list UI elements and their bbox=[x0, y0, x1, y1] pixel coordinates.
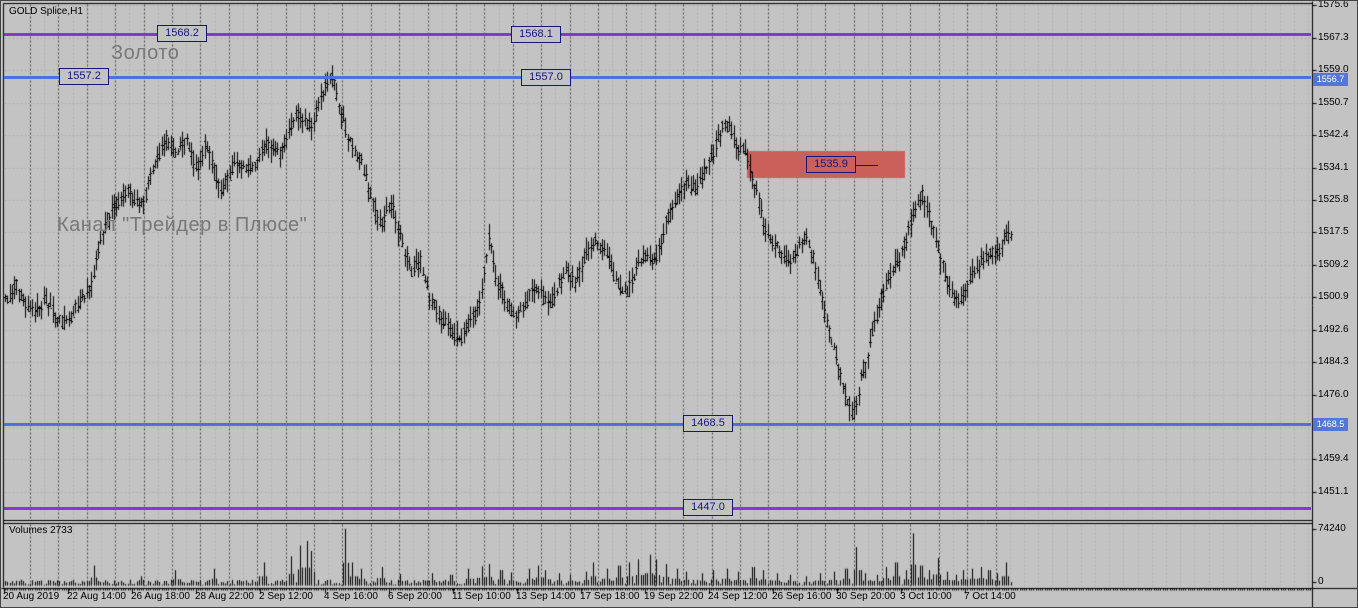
hline-label-1557-2[interactable]: 1557.2 bbox=[59, 68, 109, 85]
price-tick-label: 1459.4 bbox=[1318, 453, 1349, 464]
price-tick-label: 1500.9 bbox=[1318, 291, 1349, 302]
zone-label-1535-9[interactable]: 1535.9 bbox=[806, 156, 856, 173]
zone-label-connector bbox=[856, 165, 878, 166]
hline-resistance-top[interactable] bbox=[4, 33, 1311, 36]
price-tick-label: 1451.1 bbox=[1318, 486, 1349, 497]
time-tick-label: 24 Sep 12:00 bbox=[708, 591, 768, 602]
hline-label-1447-0[interactable]: 1447.0 bbox=[683, 499, 733, 516]
time-tick-label: 7 Oct 14:00 bbox=[964, 591, 1016, 602]
price-tick-label: 1575.6 bbox=[1318, 0, 1349, 10]
hline-support[interactable] bbox=[4, 423, 1311, 426]
support-price-tag: 1468.5 bbox=[1313, 418, 1348, 431]
time-tick-label: 19 Sep 22:00 bbox=[644, 591, 704, 602]
time-tick-label: 6 Sep 20:00 bbox=[388, 591, 442, 602]
price-axis[interactable]: 1575.6 1567.3 1559.0 1550.7 1542.4 1534.1 1525… bbox=[1312, 0, 1357, 607]
time-tick-label: 11 Sep 10:00 bbox=[452, 591, 511, 602]
price-tick-label: 1542.4 bbox=[1318, 129, 1349, 140]
annotation-gold-title[interactable]: Золото bbox=[111, 42, 180, 64]
price-tick-label: 1559.0 bbox=[1318, 64, 1349, 75]
price-tick-label: 1550.7 bbox=[1318, 97, 1349, 108]
hline-label-1568-1[interactable]: 1568.1 bbox=[511, 26, 561, 43]
hline-support-low[interactable] bbox=[4, 507, 1311, 510]
time-tick-label: 3 Oct 10:00 bbox=[900, 591, 952, 602]
price-tick-label: 1525.8 bbox=[1318, 194, 1349, 205]
price-tick-label: 1517.5 bbox=[1318, 226, 1349, 237]
volume-tick-label: 0 bbox=[1318, 576, 1324, 587]
price-tick-label: 1476.0 bbox=[1318, 389, 1349, 400]
time-tick-label: 2 Sep 12:00 bbox=[259, 591, 313, 602]
hline-label-1468-5[interactable]: 1468.5 bbox=[683, 415, 733, 432]
symbol-timeframe-label: GOLD Splice,H1 bbox=[9, 6, 83, 17]
time-tick-label: 26 Aug 18:00 bbox=[131, 591, 190, 602]
price-tick-label: 1509.2 bbox=[1318, 259, 1349, 270]
time-axis[interactable]: 20 Aug 2019 22 Aug 14:00 26 Aug 18:00 28 Au… bbox=[1, 591, 1357, 607]
price-tick-label: 1567.3 bbox=[1318, 32, 1349, 43]
price-tick-label: 1492.6 bbox=[1318, 324, 1349, 335]
price-tick-label: 1534.1 bbox=[1318, 162, 1349, 173]
price-tick-label: 1484.3 bbox=[1318, 356, 1349, 367]
time-tick-label: 13 Sep 14:00 bbox=[516, 591, 576, 602]
time-tick-label: 17 Sep 18:00 bbox=[580, 591, 640, 602]
volume-tick-label: 74240 bbox=[1318, 523, 1346, 534]
time-tick-label: 28 Aug 22:00 bbox=[195, 591, 254, 602]
time-tick-label: 22 Aug 14:00 bbox=[67, 591, 126, 602]
time-tick-label: 30 Sep 20:00 bbox=[836, 591, 896, 602]
hline-label-1568-2[interactable]: 1568.2 bbox=[157, 25, 207, 42]
hline-resistance[interactable] bbox=[4, 76, 1311, 79]
current-price-tag: 1556.7 bbox=[1313, 73, 1348, 86]
annotation-channel[interactable]: Канал "Трейдер в Плюсе" bbox=[57, 214, 308, 236]
time-tick-label: 4 Sep 16:00 bbox=[324, 591, 378, 602]
hline-label-1557-0[interactable]: 1557.0 bbox=[521, 69, 571, 86]
volumes-indicator-label: Volumes 2733 bbox=[9, 525, 73, 536]
time-tick-label: 26 Sep 16:00 bbox=[772, 591, 832, 602]
time-tick-label: 20 Aug 2019 bbox=[3, 591, 60, 602]
